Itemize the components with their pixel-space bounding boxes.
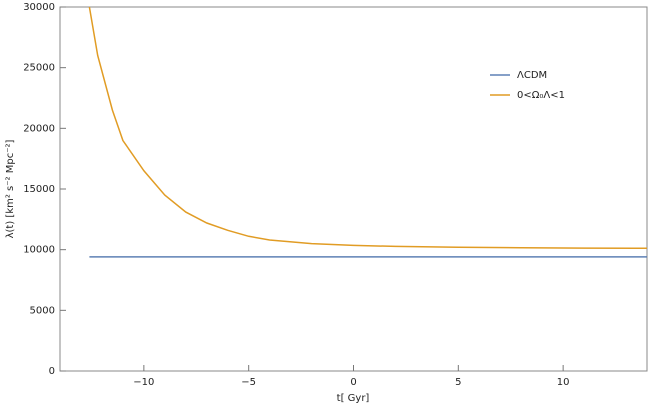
y-tick-label: 10000 [23, 245, 55, 256]
y-tick-label: 0 [49, 366, 55, 377]
legend-label: 0<Ω₀Λ<1 [517, 90, 565, 101]
y-tick-label: 20000 [23, 123, 55, 134]
y-tick-label: 15000 [23, 184, 55, 195]
y-tick-label: 5000 [30, 305, 55, 316]
plot-area [88, 7, 647, 258]
y-tick-label: 30000 [23, 2, 55, 13]
x-axis-label: t[ Gyr] [337, 393, 370, 404]
x-tick-label: 5 [455, 377, 461, 388]
y-axis-label: λ(t) [km² s⁻² Mpc⁻²] [5, 140, 16, 239]
x-tick-label: 10 [557, 377, 570, 388]
x-tick-label: 0 [350, 377, 356, 388]
legend-label: ΛCDM [517, 70, 547, 81]
x-tick-label: −5 [241, 377, 256, 388]
x-tick-label: −10 [133, 377, 154, 388]
plot-frame [59, 6, 648, 372]
y-tick-label: 25000 [23, 63, 55, 74]
series-line [88, 7, 647, 250]
